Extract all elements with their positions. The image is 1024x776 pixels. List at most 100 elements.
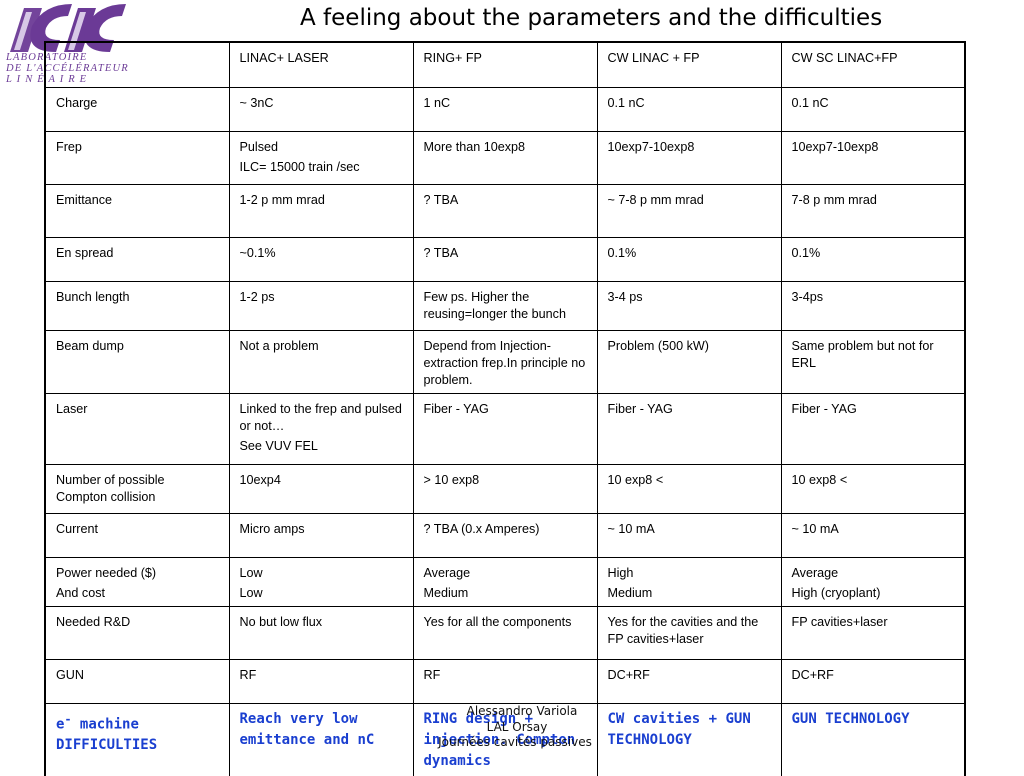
table-cell-label: Number of possible Compton collision [44, 463, 230, 514]
table-cell-ring-fp: ? TBA [412, 183, 598, 238]
cell-text: 0.1 nC [791, 95, 829, 110]
table-cell-cw-sc-linac-fp: 3-4ps [780, 280, 966, 331]
cell-text: RF [423, 667, 441, 682]
cell-text: 3-4 ps [607, 289, 643, 304]
cell-text: Laser [56, 401, 88, 416]
slide-title: A feeling about the parameters and the d… [300, 5, 883, 31]
cell-text: Needed R&D [56, 614, 131, 629]
table-row-bunch-length: Bunch length 1-2 ps Few ps. Higher the reu… [44, 280, 966, 331]
cell-text: 1-2 p mm mrad [239, 192, 325, 207]
cell-text-line-2: See VUV FEL [239, 438, 318, 453]
cell-text: No but low flux [239, 614, 323, 629]
table-cell-linac-laser: 10exp4 [228, 463, 414, 514]
footer-lab: LAL Orsay [486, 719, 548, 734]
cell-text-line-2: Low [239, 585, 263, 600]
table-cell-ring-fp: ? TBA (0.x Amperes) [412, 512, 598, 558]
table-cell-cw-sc-linac-fp: FP cavities+laser [780, 605, 966, 660]
parameters-table: LINAC+ LASER RING+ FP CW LINAC + FP CW S… [44, 41, 966, 776]
table-header-row: LINAC+ LASER RING+ FP CW LINAC + FP CW S… [44, 41, 966, 88]
cell-text: Fiber - YAG [791, 401, 857, 416]
footer-credit: Alessandro Variola LAL Orsay Journées ca… [422, 704, 612, 751]
cell-text: ? TBA (0.x Amperes) [423, 521, 540, 536]
cell-text: > 10 exp8 [423, 472, 480, 487]
cell-text: Not a problem [239, 338, 319, 353]
cell-text: Bunch length [56, 289, 130, 304]
table-cell-ring-fp: Fiber - YAG [412, 392, 598, 465]
table-cell-cw-linac-fp: Yes for the cavities and the FP cavities… [596, 605, 782, 660]
cell-text: 3-4ps [791, 289, 824, 304]
electron-minus-sup: - [64, 711, 72, 726]
cell-text-line-2: Medium [607, 585, 653, 600]
footer-event: Journées cavités passives [438, 735, 592, 749]
table-row-laser: Laser Linked to the frep and pulsed or no… [44, 392, 966, 465]
cell-text: Yes for the cavities and the FP cavities… [607, 614, 759, 646]
cell-text: 7-8 p mm mrad [791, 192, 877, 207]
cell-text: DC+RF [791, 667, 834, 682]
header-cell-cw-sc-linac-fp: CW SC LINAC+FP [780, 41, 966, 88]
table-cell-ring-fp: Average Medium [412, 556, 598, 607]
cell-text-line-2: High (cryoplant) [791, 585, 881, 600]
table-cell-cw-linac-fp: ~ 7-8 p mm mrad [596, 183, 782, 238]
cell-text: Beam dump [56, 338, 124, 353]
cell-text: Fiber - YAG [423, 401, 489, 416]
cell-text: Few ps. Higher the reusing=longer the bu… [423, 289, 567, 321]
table-cell-cw-sc-linac-fp: Average High (cryoplant) [780, 556, 966, 607]
table-cell-ring-fp: 1 nC [412, 86, 598, 132]
table-cell-ring-fp: Depend from Injection-extraction frep.In… [412, 329, 598, 394]
table-row-power-cost: Power needed ($) And cost Low Low Average Med… [44, 556, 966, 607]
cell-text: Low [239, 565, 263, 580]
cell-text: Same problem but not for ERL [791, 338, 934, 370]
table-cell-label: Current [44, 512, 230, 558]
footer-author: Alessandro Variola [466, 704, 578, 718]
difficulties-row: e- machine DIFFICULTIES Reach very low e… [44, 702, 966, 776]
table-cell-ring-fp: RF [412, 658, 598, 704]
cell-text: 1-2 ps [239, 289, 275, 304]
table-cell-linac-laser: Not a problem [228, 329, 414, 394]
table-cell-label: Needed R&D [44, 605, 230, 660]
table-cell-linac-laser: RF [228, 658, 414, 704]
difficulties-cell-machine: e- machine DIFFICULTIES [44, 702, 230, 776]
difficulties-label-rest: machine DIFFICULTIES [56, 716, 158, 754]
cell-text: ~ 10 mA [607, 521, 655, 536]
cell-text: DC+RF [607, 667, 650, 682]
cell-text: Average [791, 565, 839, 580]
header-cell-linac-laser: LINAC+ LASER [228, 41, 414, 88]
cell-text: Yes for all the components [423, 614, 572, 629]
table-cell-cw-linac-fp: 0.1% [596, 236, 782, 282]
table-cell-cw-sc-linac-fp: 0.1% [780, 236, 966, 282]
cell-text: Average [423, 565, 471, 580]
table-cell-cw-sc-linac-fp: 7-8 p mm mrad [780, 183, 966, 238]
cell-text: GUN [56, 667, 84, 682]
table-cell-linac-laser: Low Low [228, 556, 414, 607]
table-cell-cw-sc-linac-fp: DC+RF [780, 658, 966, 704]
table-cell-ring-fp: ? TBA [412, 236, 598, 282]
table-cell-cw-linac-fp: High Medium [596, 556, 782, 607]
table-row-needed-rnd: Needed R&D No but low flux Yes for all the… [44, 605, 966, 660]
difficulties-label-e: e [56, 716, 65, 733]
table-row-en-spread: En spread ~0.1% ? TBA 0.1% 0.1% [44, 236, 966, 282]
table-cell-cw-linac-fp: 10 exp8 < [596, 463, 782, 514]
table-cell-linac-laser: 1-2 ps [228, 280, 414, 331]
table-cell-cw-linac-fp: DC+RF [596, 658, 782, 704]
cell-text: Charge [56, 95, 98, 110]
table-cell-linac-laser: Pulsed ILC= 15000 train /sec [228, 130, 414, 185]
cell-text: ? TBA [423, 192, 459, 207]
cell-text: 1 nC [423, 95, 451, 110]
cell-text: 10 exp8 < [791, 472, 848, 487]
table-row-gun: GUN RF RF DC+RF DC+RF [44, 658, 966, 704]
table-cell-cw-sc-linac-fp: 0.1 nC [780, 86, 966, 132]
table-cell-label: Laser [44, 392, 230, 465]
cell-text: 10exp7-10exp8 [607, 139, 695, 154]
table-cell-cw-linac-fp: 3-4 ps [596, 280, 782, 331]
table-row-frep: Frep Pulsed ILC= 15000 train /sec More than… [44, 130, 966, 185]
cell-text: En spread [56, 245, 114, 260]
cell-text: ~ 3nC [239, 95, 274, 110]
cell-text: ? TBA [423, 245, 459, 260]
header-cell-empty [44, 41, 230, 88]
table-cell-label: En spread [44, 236, 230, 282]
difficulties-cell-cw-sc-linac-fp: GUN TECHNOLOGY [780, 702, 966, 776]
cell-text: 0.1% [607, 245, 637, 260]
table-cell-cw-linac-fp: Fiber - YAG [596, 392, 782, 465]
table-cell-cw-sc-linac-fp: 10exp7-10exp8 [780, 130, 966, 185]
table-cell-cw-sc-linac-fp: 10 exp8 < [780, 463, 966, 514]
